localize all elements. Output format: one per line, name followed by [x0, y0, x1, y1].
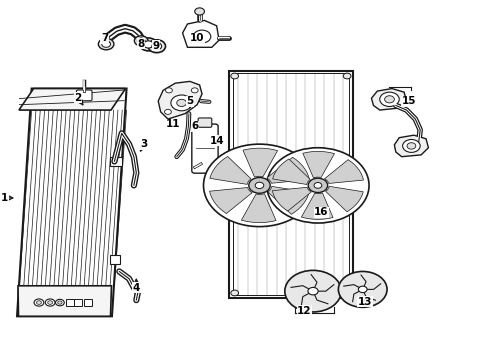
- Circle shape: [55, 299, 64, 306]
- Ellipse shape: [308, 178, 328, 193]
- Bar: [229, 71, 353, 298]
- Text: 12: 12: [297, 306, 312, 316]
- Polygon shape: [394, 135, 428, 157]
- Circle shape: [231, 290, 239, 296]
- Circle shape: [165, 109, 172, 114]
- Ellipse shape: [314, 183, 322, 188]
- Polygon shape: [210, 157, 251, 184]
- Circle shape: [177, 99, 187, 107]
- Bar: [66, 299, 74, 306]
- Text: 10: 10: [190, 33, 204, 43]
- Circle shape: [48, 301, 52, 304]
- Text: 13: 13: [358, 297, 372, 307]
- Circle shape: [102, 41, 111, 47]
- Polygon shape: [17, 89, 126, 316]
- Polygon shape: [242, 194, 276, 222]
- Circle shape: [343, 73, 351, 79]
- Ellipse shape: [203, 144, 316, 226]
- Circle shape: [308, 287, 318, 295]
- Polygon shape: [272, 187, 311, 211]
- Polygon shape: [210, 188, 252, 213]
- Polygon shape: [19, 89, 125, 110]
- FancyBboxPatch shape: [76, 90, 92, 101]
- Circle shape: [231, 73, 239, 79]
- Polygon shape: [18, 286, 112, 316]
- Circle shape: [403, 139, 420, 152]
- Text: 6: 6: [191, 121, 198, 131]
- Bar: [110, 157, 122, 166]
- Polygon shape: [303, 152, 335, 178]
- Circle shape: [45, 299, 55, 306]
- Circle shape: [58, 301, 62, 304]
- Text: 9: 9: [152, 41, 159, 50]
- Circle shape: [385, 96, 394, 103]
- Text: 16: 16: [314, 207, 329, 217]
- FancyBboxPatch shape: [192, 124, 218, 173]
- Text: 7: 7: [101, 33, 108, 43]
- Polygon shape: [158, 81, 202, 119]
- Circle shape: [34, 299, 44, 306]
- Bar: [233, 73, 349, 296]
- Circle shape: [195, 8, 204, 15]
- Text: 14: 14: [209, 136, 224, 145]
- Polygon shape: [243, 148, 278, 177]
- Circle shape: [98, 39, 114, 50]
- Circle shape: [134, 36, 148, 46]
- Circle shape: [144, 41, 153, 48]
- Circle shape: [343, 290, 351, 296]
- Circle shape: [171, 95, 192, 111]
- Circle shape: [407, 143, 416, 149]
- Bar: [74, 299, 82, 306]
- Polygon shape: [301, 193, 333, 219]
- FancyBboxPatch shape: [198, 118, 212, 127]
- Text: 5: 5: [186, 96, 194, 106]
- Circle shape: [137, 38, 145, 44]
- Circle shape: [36, 301, 41, 304]
- Text: 15: 15: [402, 96, 416, 106]
- Polygon shape: [267, 157, 309, 183]
- Polygon shape: [324, 160, 364, 184]
- Circle shape: [339, 271, 387, 307]
- Text: 11: 11: [166, 120, 180, 129]
- Ellipse shape: [249, 177, 270, 193]
- Circle shape: [148, 40, 166, 53]
- Text: 4: 4: [133, 283, 140, 293]
- Circle shape: [140, 38, 157, 51]
- Bar: [84, 299, 92, 306]
- Polygon shape: [268, 186, 309, 214]
- Ellipse shape: [267, 148, 369, 223]
- Text: 3: 3: [140, 139, 147, 149]
- Circle shape: [152, 42, 162, 50]
- Polygon shape: [272, 159, 310, 184]
- Polygon shape: [326, 186, 363, 212]
- Circle shape: [358, 286, 367, 293]
- Ellipse shape: [255, 182, 264, 189]
- Polygon shape: [371, 89, 407, 110]
- Polygon shape: [183, 21, 219, 47]
- Circle shape: [166, 88, 172, 93]
- Text: 8: 8: [138, 39, 145, 49]
- Circle shape: [380, 92, 399, 107]
- Text: 1: 1: [1, 193, 8, 203]
- Text: 2: 2: [74, 93, 81, 103]
- Circle shape: [191, 88, 198, 93]
- Circle shape: [285, 270, 342, 312]
- Bar: [110, 255, 120, 264]
